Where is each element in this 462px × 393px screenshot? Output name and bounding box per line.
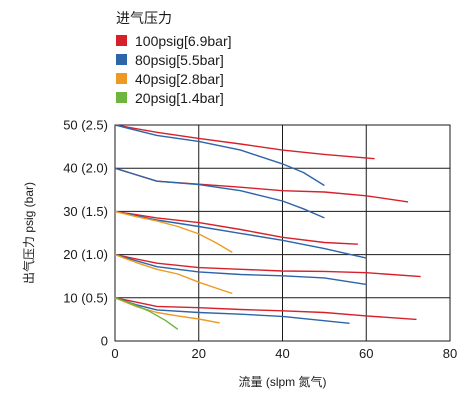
series-line-9 bbox=[114, 253, 367, 286]
legend: 进气压力 100psig[6.9bar] 80psig[5.5bar] 40ps… bbox=[116, 8, 232, 107]
x-axis-label: 流量 (slpm 氮气) bbox=[238, 375, 327, 389]
legend-swatch bbox=[116, 73, 127, 84]
legend-title: 进气压力 bbox=[116, 10, 172, 26]
y-tick-label: 30 (1.5) bbox=[63, 204, 108, 219]
series-line-1 bbox=[114, 124, 375, 160]
x-tick-label: 80 bbox=[443, 346, 457, 361]
y-tick-label: 20 (1.0) bbox=[63, 247, 108, 262]
legend-item-20psig: 20psig[1.4bar] bbox=[116, 88, 232, 107]
series-line-8 bbox=[114, 253, 421, 278]
grid bbox=[115, 125, 450, 341]
legend-label: 100psig[6.9bar] bbox=[135, 32, 232, 49]
series-line-4 bbox=[114, 167, 325, 219]
y-tick-label: 10 (0.5) bbox=[63, 290, 108, 305]
series-line-10 bbox=[114, 253, 233, 295]
legend-swatch bbox=[116, 92, 127, 103]
series-line-5 bbox=[114, 210, 358, 245]
x-tick-label: 0 bbox=[111, 346, 118, 361]
legend-item-40psig: 40psig[2.8bar] bbox=[116, 69, 232, 88]
y-tick-label: 50 (2.5) bbox=[63, 118, 108, 133]
y-tick-labels: 0 10 (0.5) 20 (1.0) 30 (1.5) 40 (2.0) 50 (2.5… bbox=[63, 118, 108, 349]
y-tick-label: 40 (2.0) bbox=[63, 161, 108, 176]
series-line-7 bbox=[114, 210, 233, 254]
series-line-3 bbox=[114, 167, 409, 203]
series-line-12 bbox=[114, 297, 350, 324]
x-tick-label: 20 bbox=[192, 346, 206, 361]
series-line-2 bbox=[114, 124, 325, 187]
legend-label: 80psig[5.5bar] bbox=[135, 51, 224, 68]
legend-swatch bbox=[116, 54, 127, 65]
y-axis-label: 出气压力 psig (bar) bbox=[22, 181, 36, 285]
x-tick-label: 40 bbox=[275, 346, 289, 361]
legend-item-100psig: 100psig[6.9bar] bbox=[116, 31, 232, 50]
legend-label: 40psig[2.8bar] bbox=[135, 70, 224, 87]
series-layer bbox=[114, 124, 421, 330]
series-line-6 bbox=[114, 210, 367, 259]
legend-swatch bbox=[116, 35, 127, 46]
x-tick-label: 60 bbox=[359, 346, 373, 361]
legend-item-80psig: 80psig[5.5bar] bbox=[116, 50, 232, 69]
y-tick-label: 0 bbox=[101, 334, 108, 349]
x-tick-labels: 0 20 40 60 80 bbox=[111, 346, 457, 361]
series-line-13 bbox=[114, 297, 220, 324]
series-line-11 bbox=[114, 297, 417, 321]
series-line-14 bbox=[114, 297, 179, 330]
legend-label: 20psig[1.4bar] bbox=[135, 89, 224, 106]
